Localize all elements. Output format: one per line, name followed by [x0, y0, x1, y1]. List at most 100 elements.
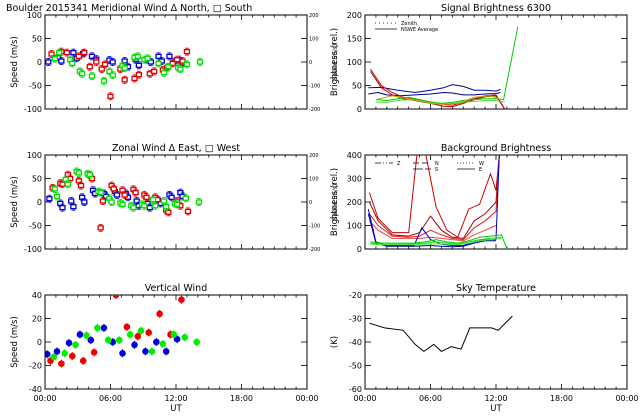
data-point	[134, 53, 141, 60]
x-tick-label: 12:00	[164, 394, 187, 403]
data-point	[146, 204, 153, 211]
y-tick-label: 100	[347, 222, 362, 231]
plot-area	[45, 47, 204, 101]
x-tick-label: 00:00	[353, 394, 376, 403]
data-point	[72, 341, 79, 349]
data-point	[177, 66, 184, 72]
data-point	[141, 203, 148, 209]
data-point	[100, 78, 108, 84]
data-point	[90, 349, 98, 356]
data-point	[156, 310, 163, 318]
data-point	[56, 49, 63, 56]
data-point	[99, 198, 107, 204]
series-line-blue-lower	[368, 91, 501, 97]
y-tick-label: 0	[37, 338, 42, 347]
data-point	[77, 182, 85, 189]
y-axis-label: Speed (m/s)	[10, 316, 20, 368]
series-line-red-3	[368, 155, 500, 241]
data-point	[109, 72, 116, 78]
y-right-axis-label: Speed (m/s)	[332, 44, 339, 80]
series-line-green-1	[375, 26, 519, 104]
data-point	[50, 353, 58, 361]
x-tick-label: 06:00	[419, 394, 442, 403]
y-tick-label: 100	[27, 11, 42, 20]
x-axis-label: UT	[490, 404, 502, 414]
data-point	[119, 201, 126, 208]
data-point	[183, 49, 191, 55]
data-point	[101, 61, 109, 67]
data-point	[181, 334, 189, 341]
data-point	[97, 225, 104, 231]
data-point	[166, 53, 173, 60]
y-right-tick-label: 200	[309, 153, 319, 159]
plot-area	[369, 315, 513, 353]
data-point	[64, 181, 72, 187]
panel-vertical: Vertical Wind 40 20 0 -20 -40 Speed (m/s) 00:00…	[10, 283, 319, 414]
y-axis-label: (K)	[330, 336, 340, 348]
y-tick-label: -40	[29, 385, 42, 394]
chart-title: Background Brightness	[441, 143, 551, 154]
y-right-tick-label: -100	[309, 84, 320, 90]
data-point	[184, 208, 192, 215]
data-point	[62, 176, 69, 183]
data-point	[87, 336, 95, 344]
series-line-sky-temperature	[369, 315, 513, 353]
data-point	[173, 335, 181, 343]
legend-label: E	[479, 167, 482, 173]
data-point	[162, 348, 170, 355]
x-tick-label: 00:00	[295, 394, 318, 403]
data-point	[196, 59, 204, 65]
chart-title: Vertical Wind	[145, 283, 207, 294]
y-tick-label: 50	[352, 82, 362, 91]
y-axis-label: Brightness (rel.)	[330, 168, 340, 236]
data-point	[130, 204, 137, 211]
legend-label: S	[435, 167, 438, 173]
x-tick-label: 18:00	[550, 394, 573, 403]
y-right-tick-label: 0	[309, 200, 312, 206]
series-line-red-2	[370, 71, 506, 109]
data-point	[152, 203, 159, 209]
data-point	[170, 331, 178, 338]
data-point	[112, 295, 120, 299]
data-point	[178, 296, 185, 304]
data-point	[165, 64, 172, 70]
data-point	[121, 77, 128, 83]
data-point	[63, 49, 70, 56]
y-tick-label: 100	[347, 58, 362, 67]
data-point	[155, 60, 162, 67]
legend-label: Z	[397, 161, 401, 167]
data-point	[131, 341, 138, 349]
data-point	[182, 195, 189, 201]
chart-title: Boulder 2015341 Meridional Wind Δ North,…	[6, 3, 252, 14]
y-right-tick-label: -200	[309, 247, 320, 253]
series-line-blue-upper	[368, 84, 501, 94]
y-tick-label: 0	[357, 245, 362, 254]
x-tick-label: 12:00	[484, 394, 507, 403]
y-tick-label: 50	[32, 35, 42, 44]
data-point	[48, 51, 55, 57]
data-point	[119, 187, 126, 193]
data-point	[58, 58, 65, 64]
series-line-green-3	[370, 237, 502, 246]
data-point	[123, 323, 131, 331]
x-tick-label: 06:00	[99, 394, 122, 403]
x-tick-label: 00:00	[33, 394, 56, 403]
data-point	[88, 53, 96, 60]
y-tick-label: -30	[349, 315, 362, 324]
y-tick-label: -40	[349, 338, 362, 347]
data-point	[159, 340, 167, 348]
panel-meridional: Boulder 2015341 Meridional Wind Δ North,…	[6, 3, 339, 114]
data-point	[81, 199, 88, 205]
y-tick-label: 40	[32, 291, 42, 300]
data-point	[76, 331, 84, 338]
data-point	[109, 59, 116, 65]
data-point	[86, 64, 93, 70]
series-line-red-4	[369, 220, 497, 242]
data-point	[119, 349, 126, 357]
y-tick-label: 400	[347, 151, 362, 160]
data-point	[69, 60, 76, 67]
series-line-red-1	[368, 155, 500, 239]
plot-frame	[364, 294, 628, 390]
data-point	[75, 170, 82, 176]
panel-signal: Signal Brightness 6300 200 150 100 50 0 Bright…	[330, 3, 628, 114]
